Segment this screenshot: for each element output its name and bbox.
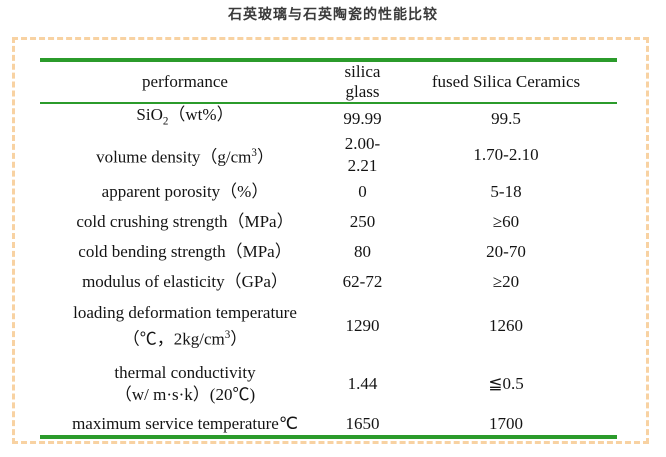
row-label: cold crushing strength（MPa） [76, 212, 294, 231]
header-row: performance silica glass fused Silica Ce… [40, 60, 617, 103]
fused-silica-ceramics-value: 1260 [489, 316, 523, 335]
row-label: apparent porosity（%） [101, 182, 269, 201]
table-row: cold crushing strength（MPa） 250 ≥60 [40, 207, 617, 237]
silica-glass-value: 1650 [345, 414, 380, 433]
table-row: apparent porosity（%） 0 5-18 [40, 177, 617, 207]
fused-silica-ceramics-value: ≥60 [492, 212, 520, 231]
table-row: volume density（g/cm3） 2.00-2.21 1.70-2.10 [40, 133, 617, 177]
silica-glass-value: 62-72 [342, 272, 383, 291]
fused-silica-ceramics-value: 99.5 [491, 108, 521, 128]
table-row: loading deformation temperature （℃，2kg/cm… [40, 297, 617, 355]
header-fused-silica-ceramics: fused Silica Ceramics [431, 72, 581, 91]
fused-silica-ceramics-value: ≥20 [492, 272, 520, 291]
silica-glass-value: 1.44 [347, 374, 378, 393]
dashed-border [12, 37, 649, 444]
row-label: cold bending strength（MPa） [78, 242, 292, 261]
fused-silica-ceramics-value: 1.70-2.10 [473, 145, 539, 164]
silica-glass-value: 0 [358, 182, 367, 201]
performance-table: performance silica glass fused Silica Ce… [40, 58, 617, 439]
row-label: SiO2（wt%） [136, 105, 234, 128]
table-row: maximum service temperature℃ 1650 1700 [40, 413, 617, 437]
table-row: modulus of elasticity（GPa） 62-72 ≥20 [40, 267, 617, 297]
table-row: cold bending strength（MPa） 80 20-70 [40, 237, 617, 267]
row-label: maximum service temperature℃ [72, 414, 298, 433]
table-row: thermal conductivity （w/ m·s·k）(20℃) 1.44 ≦… [40, 355, 617, 413]
page-title: 石英玻璃与石英陶瓷的性能比较 [228, 7, 438, 23]
row-label: thermal conductivity （w/ m·s·k）(20℃) [114, 363, 256, 404]
silica-glass-value: 80 [354, 242, 371, 261]
silica-glass-value: 1290 [345, 316, 380, 335]
row-label: loading deformation temperature （℃，2kg/cm… [73, 302, 297, 349]
row-label: volume density（g/cm3） [96, 146, 274, 167]
header-performance: performance [142, 72, 228, 91]
table-body: SiO2（wt%） 99.99 99.5 volume density（g/cm3） 2… [40, 103, 617, 437]
silica-glass-value: 250 [349, 212, 376, 231]
row-label: modulus of elasticity（GPa） [82, 272, 288, 291]
fused-silica-ceramics-value: 20-70 [486, 242, 526, 261]
fused-silica-ceramics-value: ≦0.5 [488, 374, 524, 393]
fused-silica-ceramics-value: 1700 [489, 414, 523, 433]
table-row: SiO2（wt%） 99.99 99.5 [40, 103, 617, 133]
fused-silica-ceramics-value: 5-18 [490, 182, 522, 201]
header-silica-glass: silica glass [344, 62, 381, 101]
silica-glass-value: 2.00-2.21 [344, 134, 381, 175]
silica-glass-value: 99.99 [343, 108, 382, 128]
